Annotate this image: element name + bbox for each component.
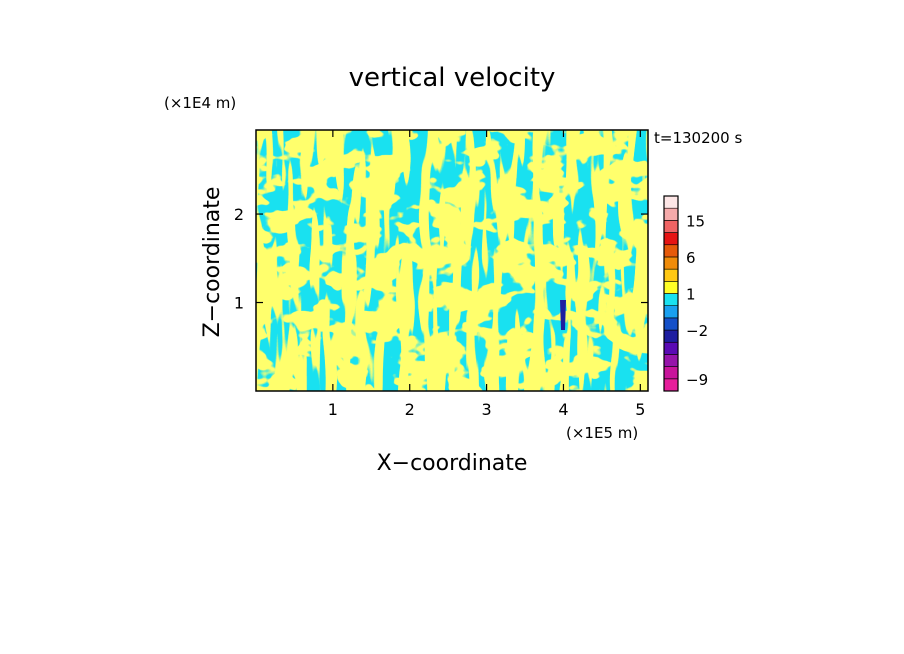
colorbar-segment <box>663 244 679 258</box>
colorbar: −9 −2 1 6 15 <box>663 195 708 392</box>
colorbar-tick-label: −2 <box>686 322 708 340</box>
x-tick-label: 5 <box>635 400 645 419</box>
y-axis: 12 <box>234 205 648 313</box>
colorbar-segment <box>663 232 679 246</box>
time-label: t=130200 s <box>654 129 742 147</box>
y-unit-label: (×1E4 m) <box>164 94 236 112</box>
x-unit-label: (×1E5 m) <box>566 424 638 442</box>
colorbar-segment <box>663 256 679 270</box>
colorbar-segment <box>663 293 679 306</box>
colorbar-segment <box>663 195 679 209</box>
plot-frame <box>255 129 649 392</box>
y-axis-label: Z−coordinate <box>200 187 225 338</box>
contour-field <box>256 130 648 391</box>
x-tick-label: 4 <box>558 400 568 419</box>
y-tick-label: 1 <box>234 294 244 313</box>
chart-title: vertical velocity <box>349 63 556 93</box>
colorbar-segment <box>663 220 679 233</box>
colorbar-tick-label: 15 <box>686 212 705 230</box>
colorbar-segment <box>663 341 679 355</box>
x-tick-label: 3 <box>481 400 491 419</box>
colorbar-segment <box>663 281 679 294</box>
colorbar-frame <box>663 195 679 392</box>
x-tick-label: 1 <box>328 400 338 419</box>
colorbar-segment <box>663 207 679 221</box>
colorbar-segment <box>663 354 679 367</box>
positive-blobs <box>256 130 648 391</box>
x-tick-label: 2 <box>405 400 415 419</box>
y-tick-label: 2 <box>234 205 244 224</box>
colorbar-segment <box>663 305 679 319</box>
colorbar-tick-label: 6 <box>686 249 696 267</box>
colorbar-segment <box>663 317 679 331</box>
colorbar-tick-label: −9 <box>686 371 708 389</box>
downdraft-core <box>560 300 566 330</box>
colorbar-segment <box>663 329 679 343</box>
x-axis: 1 2 3 4 5 <box>328 130 645 419</box>
colorbar-segment <box>663 268 679 282</box>
colorbar-segment <box>663 366 679 380</box>
x-axis-label: X−coordinate <box>377 451 528 476</box>
colorbar-segment <box>663 378 679 392</box>
colorbar-tick-label: 1 <box>686 286 696 304</box>
